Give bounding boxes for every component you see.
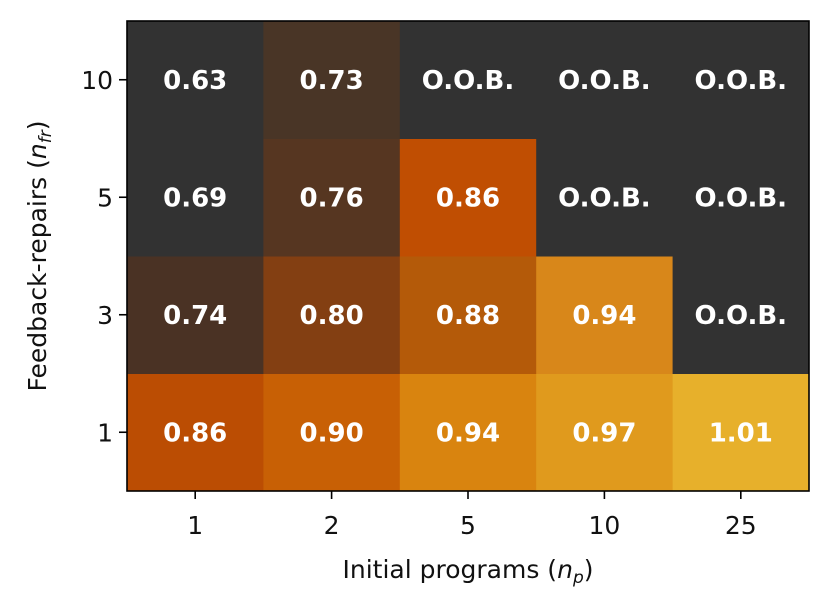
heatmap-cells: 0.86 0.90 0.94 0.97 1.01 0.74 0.80 0.88 0.94 O.O.… <box>127 21 810 492</box>
cell-value-label: 0.88 <box>436 301 500 331</box>
heatmap-cell <box>399 256 537 374</box>
heatmap-cell <box>672 256 810 374</box>
heatmap-cell <box>263 256 401 374</box>
cell-value-label: 0.74 <box>163 301 227 331</box>
heatmap-cell <box>127 21 264 139</box>
heatmap-cell <box>127 138 264 257</box>
heatmap-cell <box>399 373 537 492</box>
cell-value-label: O.O.B. <box>695 66 788 96</box>
cell-value-label: O.O.B. <box>558 183 651 213</box>
cell-value-label: 0.94 <box>436 418 500 448</box>
cell-value-label: 0.86 <box>163 418 227 448</box>
heatmap-cell <box>399 138 537 257</box>
x-axis-ticks: 1 2 5 10 25 <box>187 491 757 540</box>
heatmap-cell <box>127 256 264 374</box>
x-tick-label: 2 <box>324 511 340 540</box>
heatmap-cell <box>536 21 674 139</box>
cell-value-label: 0.76 <box>300 183 364 213</box>
cell-value-label: O.O.B. <box>558 66 651 96</box>
heatmap-cell <box>263 21 401 139</box>
heatmap-cell <box>536 256 674 374</box>
heatmap-cell <box>672 373 810 492</box>
cell-value-label: 0.90 <box>300 418 364 448</box>
y-tick-label: 1 <box>97 418 113 447</box>
y-tick-label: 3 <box>97 301 113 330</box>
x-axis-label: Initial programs (np) <box>343 555 594 588</box>
heatmap-cell <box>263 373 401 492</box>
cell-value-label: O.O.B. <box>695 301 788 331</box>
y-tick-label: 5 <box>97 183 113 212</box>
x-tick-label: 1 <box>187 511 203 540</box>
cell-value-label: 0.73 <box>300 66 364 96</box>
heatmap-cell <box>263 138 401 257</box>
y-axis-label: Feedback-repairs (nfr) <box>23 121 56 392</box>
heatmap-cell <box>672 138 810 257</box>
cell-value-label: 0.86 <box>436 183 500 213</box>
cell-value-label: 0.80 <box>300 301 364 331</box>
cell-value-label: 0.69 <box>163 183 227 213</box>
x-tick-label: 5 <box>460 511 476 540</box>
cell-value-label: 0.94 <box>572 301 636 331</box>
cell-value-label: 0.63 <box>163 66 227 96</box>
cell-value-label: O.O.B. <box>422 66 515 96</box>
heatmap-cell <box>127 373 264 492</box>
x-tick-label: 10 <box>588 511 620 540</box>
cell-value-label: O.O.B. <box>695 183 788 213</box>
heatmap-cell <box>536 373 674 492</box>
cell-value-label: 1.01 <box>709 418 773 448</box>
heatmap-cell <box>536 138 674 257</box>
cell-value-label: 0.97 <box>572 418 636 448</box>
y-tick-label: 10 <box>81 66 113 95</box>
y-axis-ticks: 1 3 5 10 <box>81 66 127 447</box>
heatmap-cell <box>672 21 810 139</box>
heatmap-cell <box>399 21 537 139</box>
x-tick-label: 25 <box>725 511 757 540</box>
